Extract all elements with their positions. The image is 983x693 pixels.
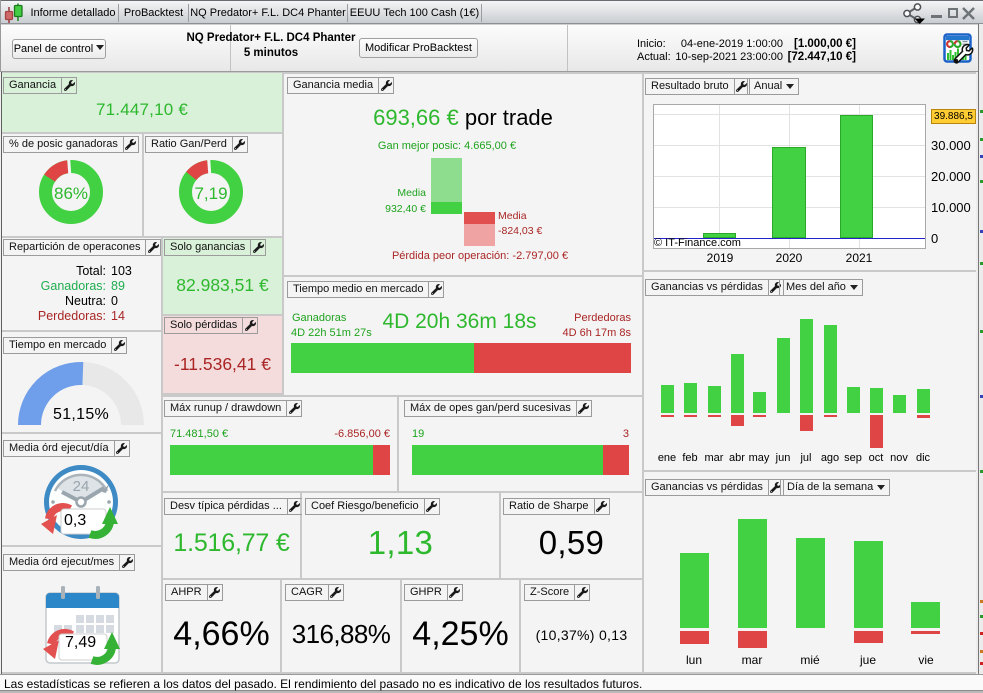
svg-text:24: 24 xyxy=(73,478,90,495)
